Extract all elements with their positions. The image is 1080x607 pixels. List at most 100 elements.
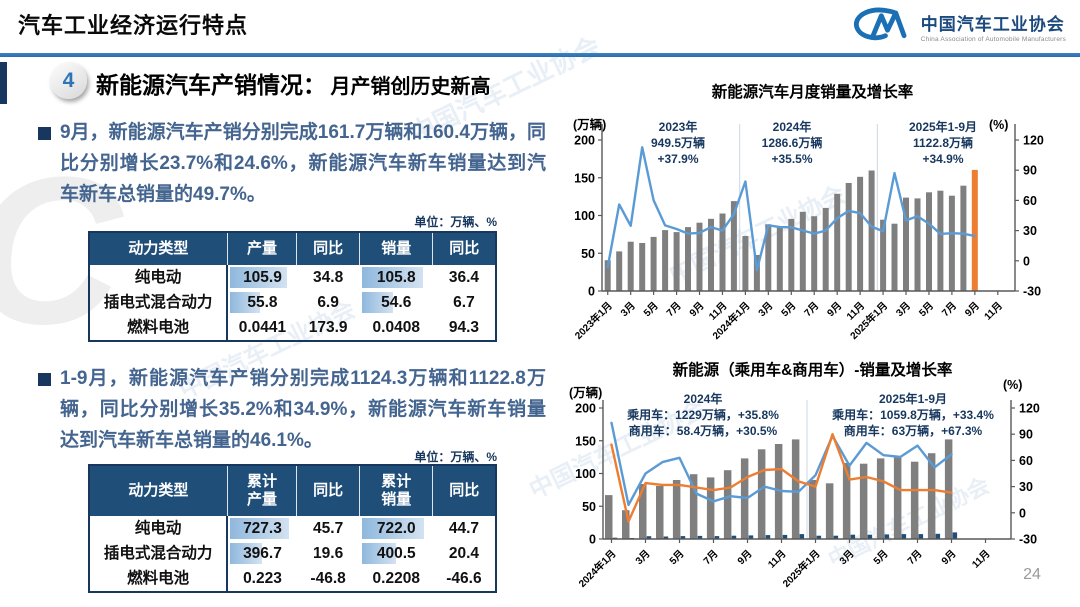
svg-text:30: 30 — [1019, 480, 1033, 494]
chart-bar — [799, 534, 805, 539]
chart-bar — [723, 470, 732, 539]
svg-text:120: 120 — [1023, 134, 1044, 148]
svg-text:5月: 5月 — [779, 300, 798, 319]
chart-bar — [868, 170, 875, 291]
chart-by-type-title: 新能源（乘用车&商用车）-销量及增长率 — [672, 362, 953, 379]
chart-bar — [719, 213, 726, 291]
table-cell: 44.7 — [448, 520, 480, 537]
svg-text:3月: 3月 — [837, 548, 856, 567]
page-title: 汽车工业经济运行特点 — [18, 13, 249, 38]
chart-bar — [776, 226, 783, 291]
bullet-monthly-text: 9月，新能源汽车产销分别完成161.7万辆和160.4万辆，同比分别增长23.7… — [60, 122, 546, 205]
chart-bar — [714, 536, 720, 539]
chart-bar — [948, 195, 955, 291]
chart-bar — [927, 453, 936, 539]
cell-data-bar — [361, 543, 397, 564]
chart-bar — [672, 480, 681, 539]
table-cell: 0.0408 — [372, 319, 420, 336]
chart-bar — [742, 236, 749, 291]
table-cell: 36.4 — [448, 269, 480, 286]
table-cell: 0.223 — [243, 570, 282, 587]
chart-bar — [893, 457, 902, 539]
chart-bar — [708, 218, 714, 291]
chart-bar — [808, 480, 817, 539]
table-header-cell: 销量 — [359, 232, 434, 265]
chart-bar — [680, 536, 686, 539]
table-cell: 燃料电池 — [89, 315, 229, 341]
chart-bar — [765, 224, 772, 291]
table-header-cell: 同比 — [432, 465, 496, 516]
table-header-cell: 同比 — [296, 232, 361, 265]
section-number-badge: 4 — [50, 62, 87, 99]
chart-bar — [910, 461, 919, 539]
chart-annotation: 2025年1-9月 乘用车：1059.8万辆，+33.4% 商用车：63万辆，+67… — [832, 392, 994, 438]
chart-annotation: 2024年 1286.6万辆 +35.5% — [761, 120, 823, 166]
svg-text:3月: 3月 — [633, 548, 652, 567]
cell-data-bar — [230, 292, 261, 313]
svg-text:3月: 3月 — [618, 300, 637, 319]
table-cell: 燃料电池 — [89, 566, 229, 592]
chart-bar — [884, 534, 890, 539]
table-cell: 45.7 — [313, 520, 344, 537]
svg-text:90: 90 — [1019, 428, 1033, 442]
svg-text:5月: 5月 — [667, 548, 686, 567]
table-cell: 纯电动 — [89, 265, 229, 290]
svg-text:200: 200 — [574, 134, 595, 148]
chart-bar — [903, 197, 909, 291]
svg-text:150: 150 — [574, 171, 595, 185]
chart-bar — [971, 169, 978, 291]
table-cell: 105.8 — [360, 265, 433, 290]
svg-text:3月: 3月 — [894, 300, 913, 319]
table-header-cell: 累计 产量 — [227, 465, 298, 516]
chart-bar — [730, 201, 737, 291]
table-cell: 722.0 — [360, 516, 433, 541]
svg-text:100: 100 — [575, 467, 596, 481]
chart-bar — [622, 510, 630, 539]
chart-bar — [782, 534, 788, 539]
svg-text:9月: 9月 — [825, 300, 844, 319]
svg-text:30: 30 — [1023, 224, 1037, 238]
chart-growth-line — [610, 421, 953, 507]
cell-data-bar — [361, 292, 394, 313]
left-accent-bar — [0, 62, 7, 104]
svg-text:60: 60 — [1019, 454, 1033, 468]
svg-text:0: 0 — [588, 285, 595, 299]
table-cell: 插电式混合动力 — [89, 290, 229, 315]
chart-bar — [960, 185, 967, 291]
table-cell: 插电式混合动力 — [89, 541, 229, 566]
chart-bar — [857, 176, 864, 291]
svg-text:7月: 7月 — [802, 300, 821, 319]
section-heading: 新能源汽车产销情况： 月产销创历史新高 — [96, 66, 490, 100]
bullet-monthly: 9月，新能源汽车产销分别完成161.7万辆和160.4万辆，同比分别增长23.7… — [38, 118, 546, 210]
table-cell: 0.0441 — [238, 319, 287, 336]
chart-bar — [753, 255, 760, 291]
cell-data-bar — [361, 267, 423, 288]
table-header-cell: 动力类型 — [89, 232, 228, 265]
bullet-cumulative-text: 1-9月，新能源汽车产销分别完成1124.3万辆和1122.8万辆，同比分别增长… — [60, 368, 546, 451]
svg-text:9月: 9月 — [687, 300, 706, 319]
section-heading-main: 新能源汽车产销情况： — [96, 72, 326, 98]
table-cell: 105.9 — [227, 265, 296, 290]
unit-label-2: 单位：万辆、% — [414, 450, 497, 464]
table-cell: 94.3 — [448, 319, 480, 336]
svg-text:7月: 7月 — [940, 300, 959, 319]
table-cell: 0.2208 — [372, 570, 420, 587]
svg-text:50: 50 — [582, 500, 596, 514]
table-cell: 纯电动 — [89, 516, 229, 541]
table-row: 纯电动 105.9 34.8 105.8 36.4 — [89, 265, 496, 290]
chart-bar — [850, 534, 856, 539]
chart-bar — [822, 207, 829, 291]
chart-bar — [788, 218, 795, 291]
svg-text:0: 0 — [1023, 254, 1030, 268]
chart-bar — [731, 535, 737, 539]
chart-bar — [791, 439, 800, 539]
unit-label-1: 单位：万辆、% — [414, 215, 497, 229]
chart-bar — [880, 219, 887, 291]
chart-bar — [944, 439, 953, 539]
chart-bar — [816, 535, 822, 539]
chart-bar — [799, 211, 806, 291]
svg-text:90: 90 — [1023, 164, 1037, 178]
svg-text:2023年1月: 2023年1月 — [572, 299, 615, 342]
